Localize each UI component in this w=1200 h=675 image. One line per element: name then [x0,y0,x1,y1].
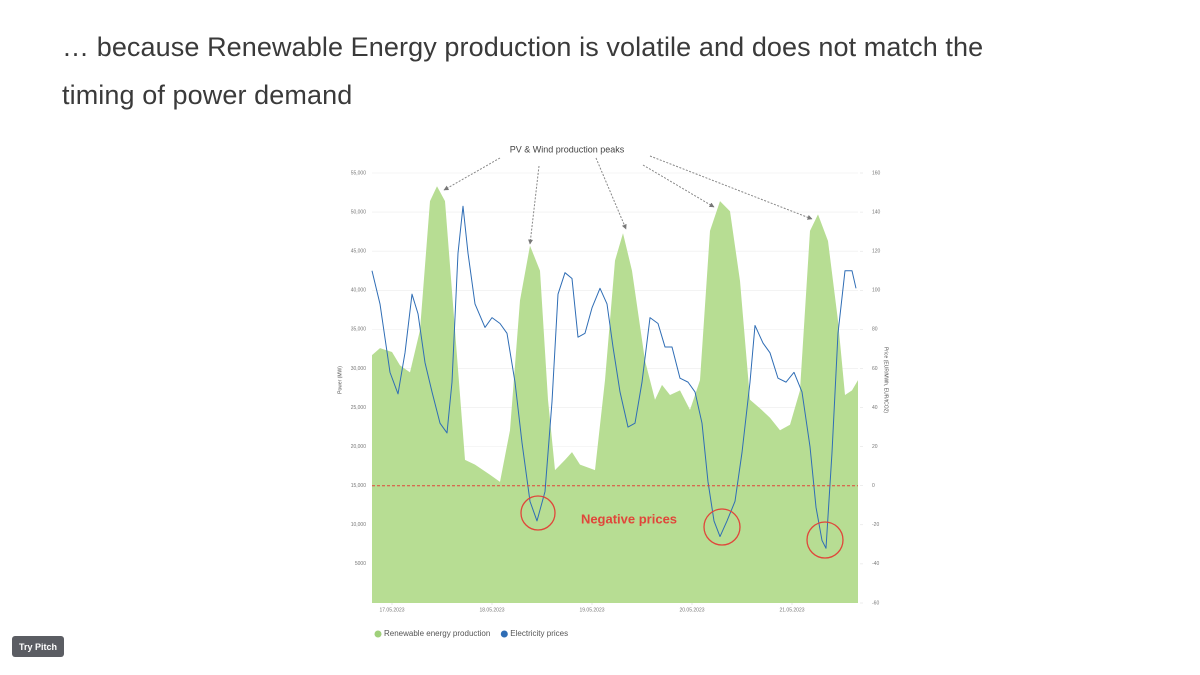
y-tick-label: 25,000 [351,405,367,411]
y-tick-label: 40,000 [351,288,367,294]
y-axis-title: Power (MW) [337,366,343,394]
y2-tick-label: -20 [872,522,879,528]
arrow [595,157,627,230]
arrow [649,155,813,220]
legend-label: Electricity prices [510,629,568,638]
x-tick-label: 20.05.2023 [679,607,704,613]
x-tick-label: 19.05.2023 [579,607,604,613]
highlight-circle [806,521,844,559]
y2-tick-label: 80 [872,327,878,333]
annotation: PV & Wind production peaks [510,144,625,154]
try-pitch-button[interactable]: Try Pitch [12,636,64,657]
highlight-circle [703,508,741,546]
y-tick-label: 55,000 [351,170,367,176]
y-tick-label: 20,000 [351,444,367,450]
slide-heading: timing of power demand [62,80,353,110]
area-series [372,186,858,604]
y-tick-label: 50,000 [351,209,367,215]
y2-tick-label: 120 [872,249,881,255]
y-tick-label: 35,000 [351,327,367,333]
annotation-arrows [443,155,813,245]
y2-tick-label: 0 [872,483,875,489]
negative-price-circles [520,495,844,559]
y2-tick-label: -60 [872,600,879,606]
annotation: Negative prices [581,511,677,526]
y-tick-label: 10,000 [351,522,367,528]
y2-tick-label: 40 [872,405,878,411]
y2-axis-title: Price (EUR/MWh, EUR/tCO2) [883,347,889,413]
x-tick-label: 17.05.2023 [379,607,404,613]
x-tick-label: 18.05.2023 [479,607,504,613]
legend-label: Renewable energy production [384,629,490,638]
legend-swatch [500,630,508,638]
arrow [528,165,540,245]
line-series [371,205,857,549]
plot-layer: 5000 10,000 15,000 20,000 25,000 30,000 35,000… [351,170,881,638]
y2-tick-label: 20 [872,444,878,450]
slide-heading: … because Renewable Energy production is… [62,32,984,62]
y-tick-label: 15,000 [351,483,367,489]
y2-tick-label: -40 [872,561,879,567]
arrow [443,157,501,191]
y2-tick-label: 100 [872,288,881,294]
y-tick-label: 45,000 [351,249,367,255]
highlight-circle [520,495,556,531]
y-tick-label: 30,000 [351,366,367,372]
y2-tick-label: 160 [872,170,881,176]
y-tick-label: 5000 [355,561,366,567]
arrow [642,164,715,208]
y2-tick-label: 140 [872,209,881,215]
legend-swatch [374,630,382,638]
y2-tick-label: 60 [872,366,878,372]
x-tick-label: 21.05.2023 [779,607,804,613]
